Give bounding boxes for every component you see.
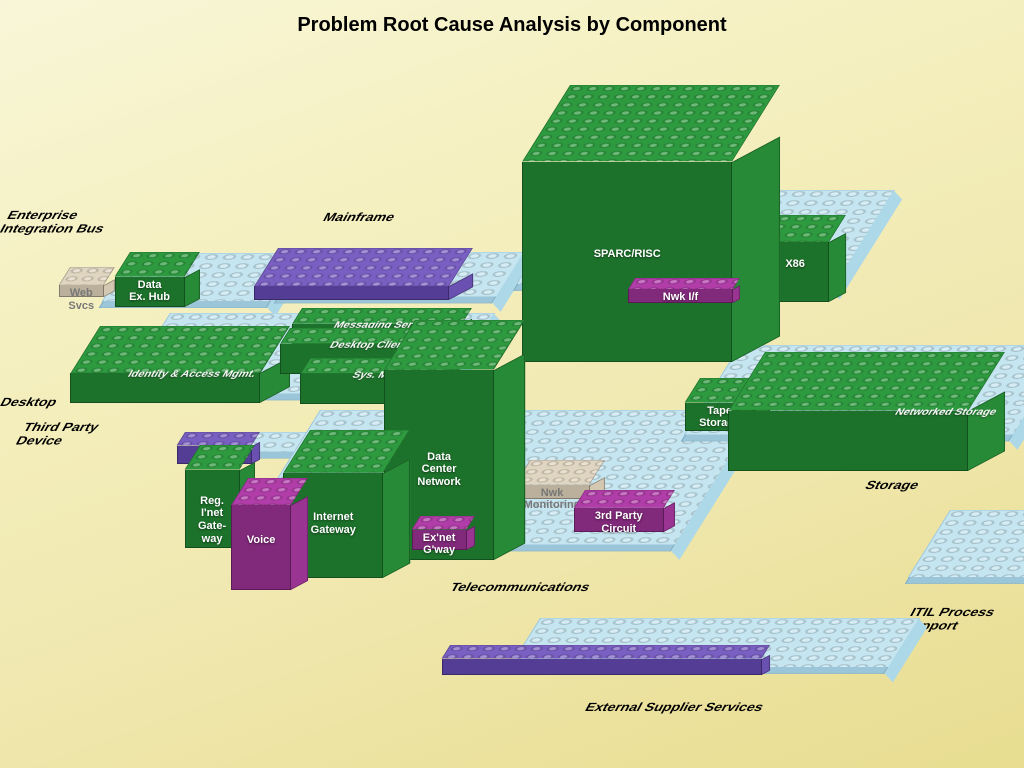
plate-label-storage: Storage <box>863 478 922 492</box>
plate-label-mainframe: Mainframe <box>321 210 398 224</box>
diagram-scene: EnterpriseIntegration BusMainframeDistri… <box>0 0 1024 768</box>
plate-label-eib: EnterpriseIntegration Bus <box>0 208 115 235</box>
plate-label-external: External Supplier Services <box>583 700 767 714</box>
plate-label-desktop: Desktop <box>0 395 60 409</box>
plate-itil <box>908 510 1024 578</box>
plate-label-thirdparty: Third PartyDevice <box>14 420 102 447</box>
plate-label-telecom: Telecommunications <box>448 580 593 594</box>
